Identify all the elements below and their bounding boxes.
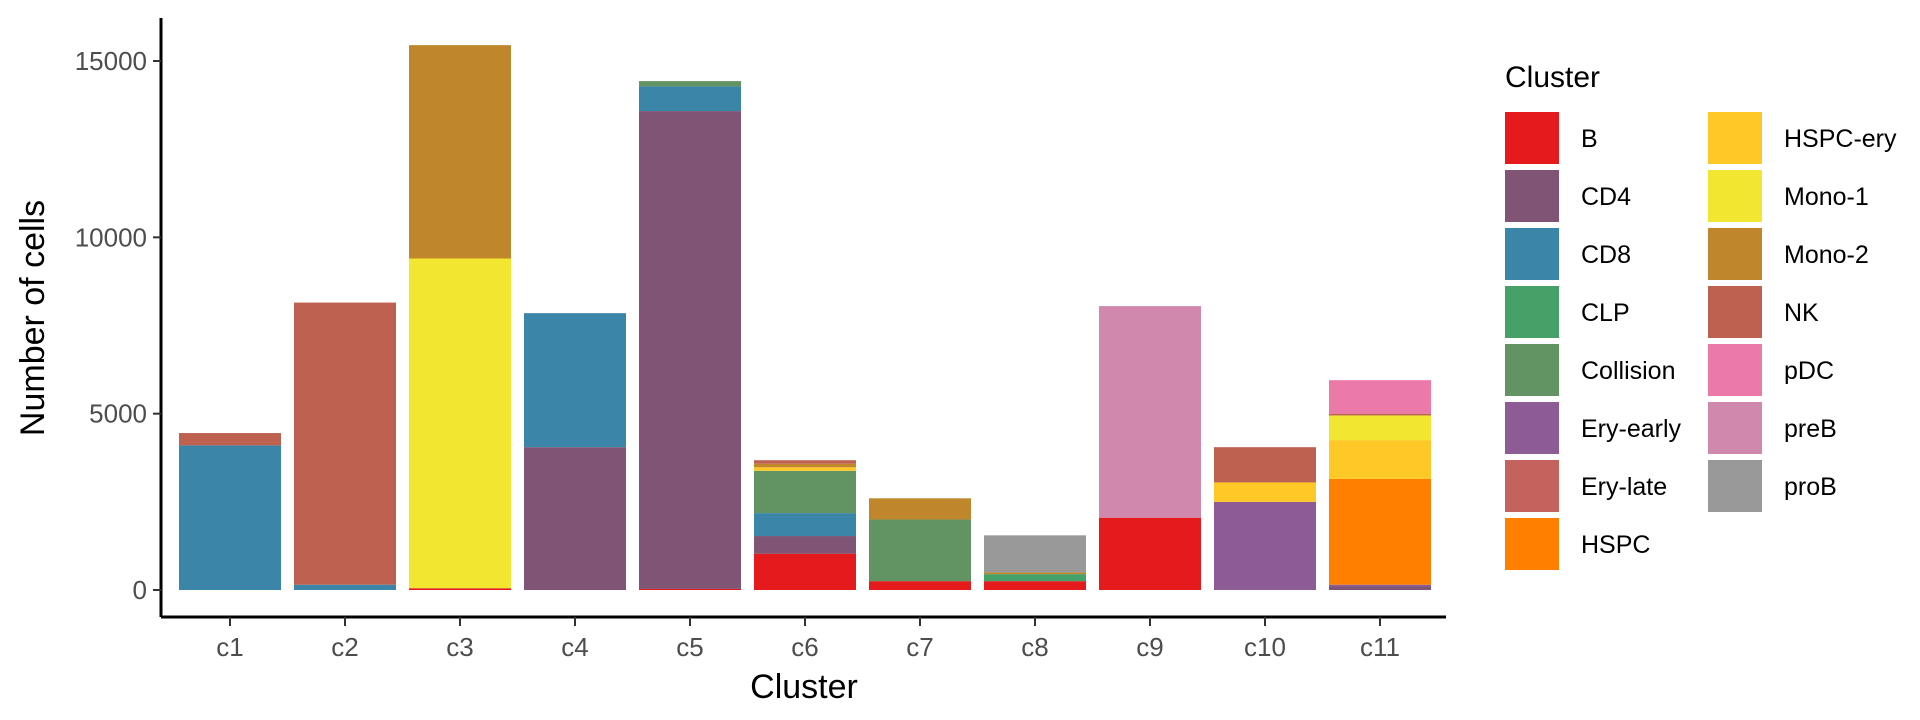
x-tick-label-c10: c10 — [1244, 632, 1286, 662]
legend-label-preb: preB — [1784, 415, 1837, 443]
x-tick-label-c1: c1 — [216, 632, 243, 662]
bar-c7-collision — [869, 519, 971, 582]
bar-c4-cd8 — [524, 313, 626, 448]
legend: Cluster B CD4 CD8 CLP Collision Ery-early Ery-… — [1505, 61, 1897, 570]
y-axis-title: Number of cells — [14, 200, 52, 436]
bar-c6-mono-2 — [754, 463, 856, 468]
bar-c7-mono-2 — [869, 498, 971, 520]
bar-c2-cd8 — [294, 584, 396, 590]
legend-swatch-mono-1 — [1708, 170, 1762, 222]
x-tick-label-c3: c3 — [446, 632, 473, 662]
legend-label-b: B — [1581, 125, 1598, 153]
bar-c1-nk — [179, 433, 281, 446]
legend-swatch-preb — [1708, 402, 1762, 454]
legend-swatch-clp — [1505, 286, 1559, 338]
bar-c8-b — [984, 581, 1086, 590]
x-tick-label-c5: c5 — [676, 632, 703, 662]
bar-c10-nk — [1214, 447, 1316, 483]
bar-c10-ery-early — [1214, 501, 1316, 590]
bar-c6-cd4 — [754, 536, 856, 554]
legend-swatch-prob — [1708, 460, 1762, 512]
legend-swatch-hspc-ery — [1708, 112, 1762, 164]
legend-swatch-cd4 — [1505, 170, 1559, 222]
legend-label-mono-1: Mono-1 — [1784, 183, 1869, 211]
bar-c6-hspc-ery — [754, 467, 856, 471]
y-tick-label: 15000 — [75, 46, 147, 76]
legend-label-ery-late: Ery-late — [1581, 473, 1667, 501]
bar-c1-cd8 — [179, 445, 281, 590]
legend-label-cd8: CD8 — [1581, 241, 1631, 269]
legend-label-hspc-ery: HSPC-ery — [1784, 125, 1897, 153]
bar-c11-mono-1 — [1329, 415, 1431, 441]
legend-swatch-nk — [1708, 286, 1762, 338]
bar-c6-b — [754, 553, 856, 590]
bar-c11-nk — [1329, 413, 1431, 416]
bar-c10-hspc-ery — [1214, 482, 1316, 502]
y-tick-label: 10000 — [75, 222, 147, 252]
axes-layer — [159, 18, 1446, 619]
y-ticks: 0 5000 10000 15000 — [75, 46, 161, 605]
bar-c3-mono-2 — [409, 45, 511, 259]
legend-swatch-ery-late — [1505, 460, 1559, 512]
bar-c3-mono-1 — [409, 258, 511, 589]
legend-label-nk: NK — [1784, 299, 1819, 327]
legend-label-pdc: pDC — [1784, 357, 1834, 385]
x-tick-label-c4: c4 — [561, 632, 588, 662]
bar-c11-pdc — [1329, 380, 1431, 414]
bar-c5-cd4 — [639, 111, 741, 589]
legend-label-hspc: HSPC — [1581, 531, 1650, 559]
bar-c6-collision — [754, 470, 856, 514]
y-tick-label: 5000 — [89, 399, 147, 429]
bar-c11-cd4 — [1329, 586, 1431, 590]
legend-swatch-ery-early — [1505, 402, 1559, 454]
legend-label-cd4: CD4 — [1581, 183, 1631, 211]
x-tick-label-c2: c2 — [331, 632, 358, 662]
bar-c6-cd8 — [754, 513, 856, 537]
x-tick-label-c8: c8 — [1021, 632, 1048, 662]
bar-c8-clp — [984, 574, 1086, 582]
bar-c8-mono-2 — [984, 572, 1086, 575]
legend-label-clp: CLP — [1581, 299, 1630, 327]
legend-label-prob: proB — [1784, 473, 1837, 501]
bar-c4-cd4 — [524, 447, 626, 590]
x-tick-label-c9: c9 — [1136, 632, 1163, 662]
legend-swatch-mono-2 — [1708, 228, 1762, 280]
legend-swatch-collision — [1505, 344, 1559, 396]
bar-c8-prob — [984, 535, 1086, 573]
legend-label-ery-early: Ery-early — [1581, 415, 1682, 443]
x-tick-label-c11: c11 — [1360, 632, 1400, 662]
x-tick-label-c7: c7 — [906, 632, 933, 662]
bar-c6-nk — [754, 460, 856, 464]
bar-c11-ery-early — [1329, 584, 1431, 587]
legend-swatch-pdc — [1708, 344, 1762, 396]
bars-layer — [179, 45, 1431, 590]
bar-c9-preb — [1099, 306, 1201, 518]
legend-swatch-cd8 — [1505, 228, 1559, 280]
x-ticks: c1 c2 c3 c4 c5 c6 c7 c8 c9 c10 c11 — [216, 617, 1400, 662]
legend-swatch-hspc — [1505, 518, 1559, 570]
bar-c5-cd8 — [639, 86, 741, 112]
bar-c9-b — [1099, 517, 1201, 590]
y-tick-label: 0 — [133, 575, 147, 605]
bar-c11-hspc-ery — [1329, 440, 1431, 479]
legend-label-mono-2: Mono-2 — [1784, 241, 1869, 269]
legend-label-collision: Collision — [1581, 357, 1675, 385]
legend-title: Cluster — [1505, 61, 1600, 94]
x-tick-label-c6: c6 — [791, 632, 818, 662]
x-axis-title: Cluster — [750, 668, 858, 706]
bar-c11-hspc — [1329, 478, 1431, 585]
bar-c5-collision — [639, 81, 741, 87]
bar-c3-b — [409, 588, 511, 590]
bar-c2-nk — [294, 302, 396, 585]
legend-swatch-b — [1505, 112, 1559, 164]
bar-c5-b — [639, 588, 741, 590]
bar-c7-b — [869, 581, 971, 590]
